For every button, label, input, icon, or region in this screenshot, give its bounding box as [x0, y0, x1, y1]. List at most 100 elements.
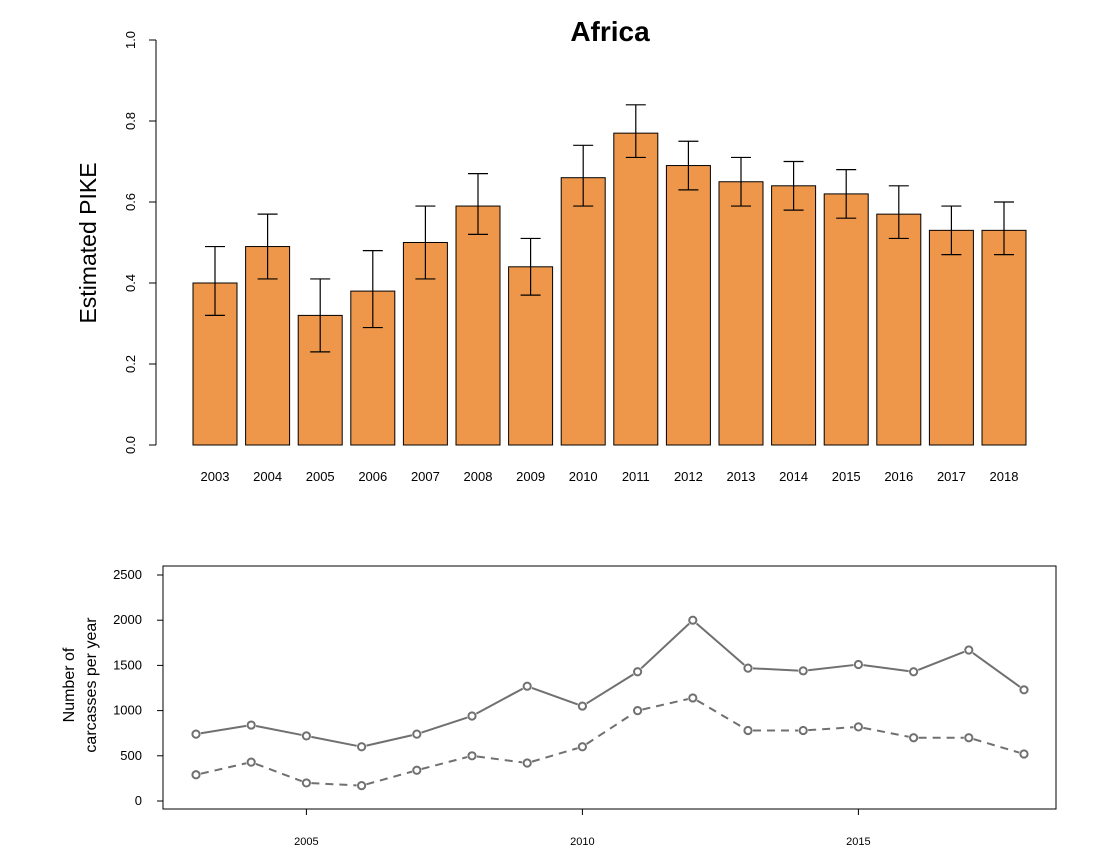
error-bar-2017	[941, 205, 962, 256]
y-axis: 0.0 0.2 0.4 0.6 0.8 1.0	[123, 31, 157, 454]
y-tick-label: 0.8	[123, 112, 138, 130]
y-tick-label: 0.0	[123, 436, 138, 454]
y-tick-label: 500	[120, 748, 142, 763]
error-bar-2005	[310, 278, 331, 353]
x-tick-label: 2012	[674, 469, 703, 484]
y-axis-label-line1: Number of	[61, 647, 78, 722]
data-point	[301, 778, 311, 788]
x-tick-label: 2010	[569, 469, 598, 484]
y-tick-label: 0	[135, 793, 142, 808]
bar-chart: Africa Estimated PIKE 0.0 0.2 0.4 0.6 0.8 1.0…	[75, 16, 1027, 484]
plot-box	[162, 565, 1057, 810]
bar-2013	[718, 181, 764, 446]
y-tick-label: 1.0	[123, 31, 138, 49]
x-tick-label: 2015	[832, 469, 861, 484]
bar-2016	[876, 213, 922, 446]
x-tick-label: 2016	[884, 469, 913, 484]
y-tick-label: 1500	[113, 657, 142, 672]
data-point	[798, 666, 808, 676]
data-point	[577, 701, 588, 711]
error-bar-2014	[783, 160, 804, 211]
error-bar-2018	[994, 201, 1014, 256]
data-point	[1019, 749, 1029, 759]
data-point	[743, 663, 753, 673]
data-point	[798, 725, 808, 736]
bar-2012	[665, 165, 711, 446]
y-tick-label: 2500	[113, 567, 142, 582]
data-point	[964, 733, 974, 743]
bar-2017	[928, 229, 974, 446]
data-point	[743, 725, 753, 736]
data-point	[467, 711, 477, 721]
data-point	[909, 733, 919, 743]
x-tick-label: 2008	[464, 469, 493, 484]
x-tick-labels: 2003 2004 2005 2006 2007 2008 2009 2010 2011 2012…	[201, 469, 1019, 484]
x-tick-label: 2004	[253, 469, 282, 484]
x-tick-label: 2015	[846, 836, 870, 848]
error-bar-2013	[731, 156, 751, 207]
error-bar-2007	[415, 205, 436, 280]
x-tick-label: 2007	[411, 469, 440, 484]
x-tick-label: 2014	[779, 469, 808, 484]
x-tick-label: 2017	[937, 469, 966, 484]
data-point	[1019, 685, 1029, 695]
x-tick-label: 2010	[570, 836, 594, 848]
bar-2008	[455, 205, 501, 446]
y-axis-label: Estimated PIKE	[75, 162, 101, 323]
data-point	[633, 706, 643, 716]
data-point	[688, 615, 698, 625]
bar-2014	[771, 185, 817, 446]
data-point	[412, 729, 422, 739]
series-lines	[200, 622, 1021, 787]
bar-2004	[245, 246, 291, 446]
data-point	[853, 659, 864, 670]
bars	[192, 132, 1027, 446]
data-point	[412, 765, 422, 775]
data-point	[301, 731, 311, 741]
x-tick-label: 2005	[306, 469, 335, 484]
data-point	[633, 667, 643, 677]
x-tick-label: 2005	[294, 836, 318, 848]
data-point	[191, 770, 201, 780]
x-tick-label: 2013	[727, 469, 756, 484]
y-tick-label: 1000	[113, 703, 142, 718]
x-tick-label: 2018	[990, 469, 1019, 484]
error-bar-2003	[205, 245, 225, 316]
data-point	[853, 722, 864, 732]
data-point	[577, 742, 588, 752]
y-tick-label: 0.2	[123, 355, 138, 373]
bar-2009	[508, 266, 554, 446]
y-tick-label: 0.4	[123, 274, 138, 292]
data-point	[522, 681, 532, 691]
data-point	[357, 742, 367, 752]
y-tick-label: 2000	[113, 612, 142, 627]
bar-2015	[823, 193, 869, 446]
y-axis: 0 500 1000 1500 2000 2500	[113, 567, 163, 808]
data-point	[522, 758, 532, 768]
series-line-2	[200, 698, 1020, 787]
error-bar-2012	[678, 140, 699, 191]
x-tick-label: 2003	[201, 469, 230, 484]
error-bars	[205, 104, 1014, 353]
bar-2018	[981, 229, 1027, 446]
data-point	[246, 720, 256, 730]
x-tick-label: 2011	[622, 469, 650, 484]
y-axis-label-line2: carcasses per year	[83, 617, 100, 753]
data-point	[964, 645, 974, 655]
error-bar-2011	[625, 104, 646, 159]
data-point	[688, 693, 698, 703]
error-bar-2016	[888, 185, 909, 240]
error-bar-2006	[362, 250, 383, 329]
series-points	[191, 615, 1029, 791]
error-bar-2015	[836, 169, 857, 219]
data-point	[191, 729, 201, 739]
data-point	[909, 667, 919, 677]
data-point	[467, 751, 477, 761]
error-bar-2008	[468, 173, 488, 235]
series-line-1	[200, 622, 1021, 747]
chart-title: Africa	[570, 16, 650, 47]
data-point	[246, 757, 256, 767]
data-point	[357, 781, 367, 791]
bar-2011	[613, 132, 659, 446]
